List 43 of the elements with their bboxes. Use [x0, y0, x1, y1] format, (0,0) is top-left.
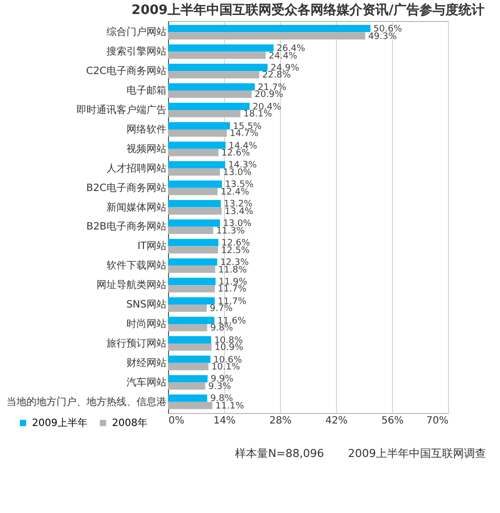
text: 样本量N=88,096: [235, 446, 324, 461]
data-label: 11.1%: [215, 401, 244, 412]
y-tick-label: B2C电子商务网站: [86, 182, 166, 194]
data-label: 22.8%: [262, 70, 292, 81]
data-label: 10.1%: [211, 362, 240, 373]
y-tick-label: 搜索引擎网站: [106, 46, 166, 58]
text: 2009上半年中国互联网调查: [348, 446, 486, 461]
data-label: 18.1%: [243, 110, 272, 120]
y-tick-label: 汽车网站: [126, 376, 166, 388]
data-label: 9.7%: [210, 304, 234, 314]
data-label: 14.7%: [230, 129, 259, 140]
y-tick-label: SNS网站: [126, 298, 166, 311]
legend-label: 2009上半年: [32, 417, 88, 429]
y-tick-label: 视频网站: [126, 142, 166, 155]
y-tick-label: 当地的地方门户、地方热线、信息港: [6, 396, 166, 408]
y-tick-label: B2B电子商务网站: [86, 220, 166, 233]
data-label: 11.8%: [218, 265, 248, 276]
x-tick-label: 42%: [325, 416, 348, 426]
x-tick-label: 28%: [269, 416, 292, 426]
x-tick-label: 56%: [381, 416, 404, 426]
y-tick-label: 旅行预订网站: [106, 337, 166, 350]
legend-label: 2008年: [112, 417, 148, 429]
y-tick-label: 电子邮箱: [126, 84, 166, 97]
x-tick-label: 14%: [213, 416, 236, 426]
x-tick-label: 70%: [426, 416, 448, 426]
y-tick-label: 财经网站: [126, 356, 166, 369]
y-tick-label: 综合门户网站: [106, 26, 166, 38]
y-tick-label: C2C电子商务网站: [86, 65, 166, 78]
data-label: 20.9%: [254, 90, 284, 100]
y-tick-label: 网址导航类网站: [96, 279, 166, 292]
data-label: 11.7%: [218, 284, 247, 295]
y-tick-label: 新闻媒体网站: [106, 201, 166, 214]
y-tick-label: 人才招聘网站: [106, 162, 166, 174]
y-tick-label: 网络软件: [126, 123, 166, 136]
y-tick-label: 时尚网站: [126, 318, 166, 330]
x-tick-label: 0%: [168, 416, 184, 426]
chart-title: 2009上半年中国互联网受众各网络媒介资讯/广告参与度统计: [132, 2, 484, 18]
data-label: 10.9%: [214, 343, 244, 354]
y-tick-label: 软件下载网站: [106, 260, 166, 272]
y-tick-label: 即时通讯客户端广告: [76, 104, 166, 116]
y-tick-label: IT网站: [137, 240, 166, 252]
data-label: 24.4%: [268, 51, 298, 62]
data-label: 9.8%: [210, 324, 234, 334]
